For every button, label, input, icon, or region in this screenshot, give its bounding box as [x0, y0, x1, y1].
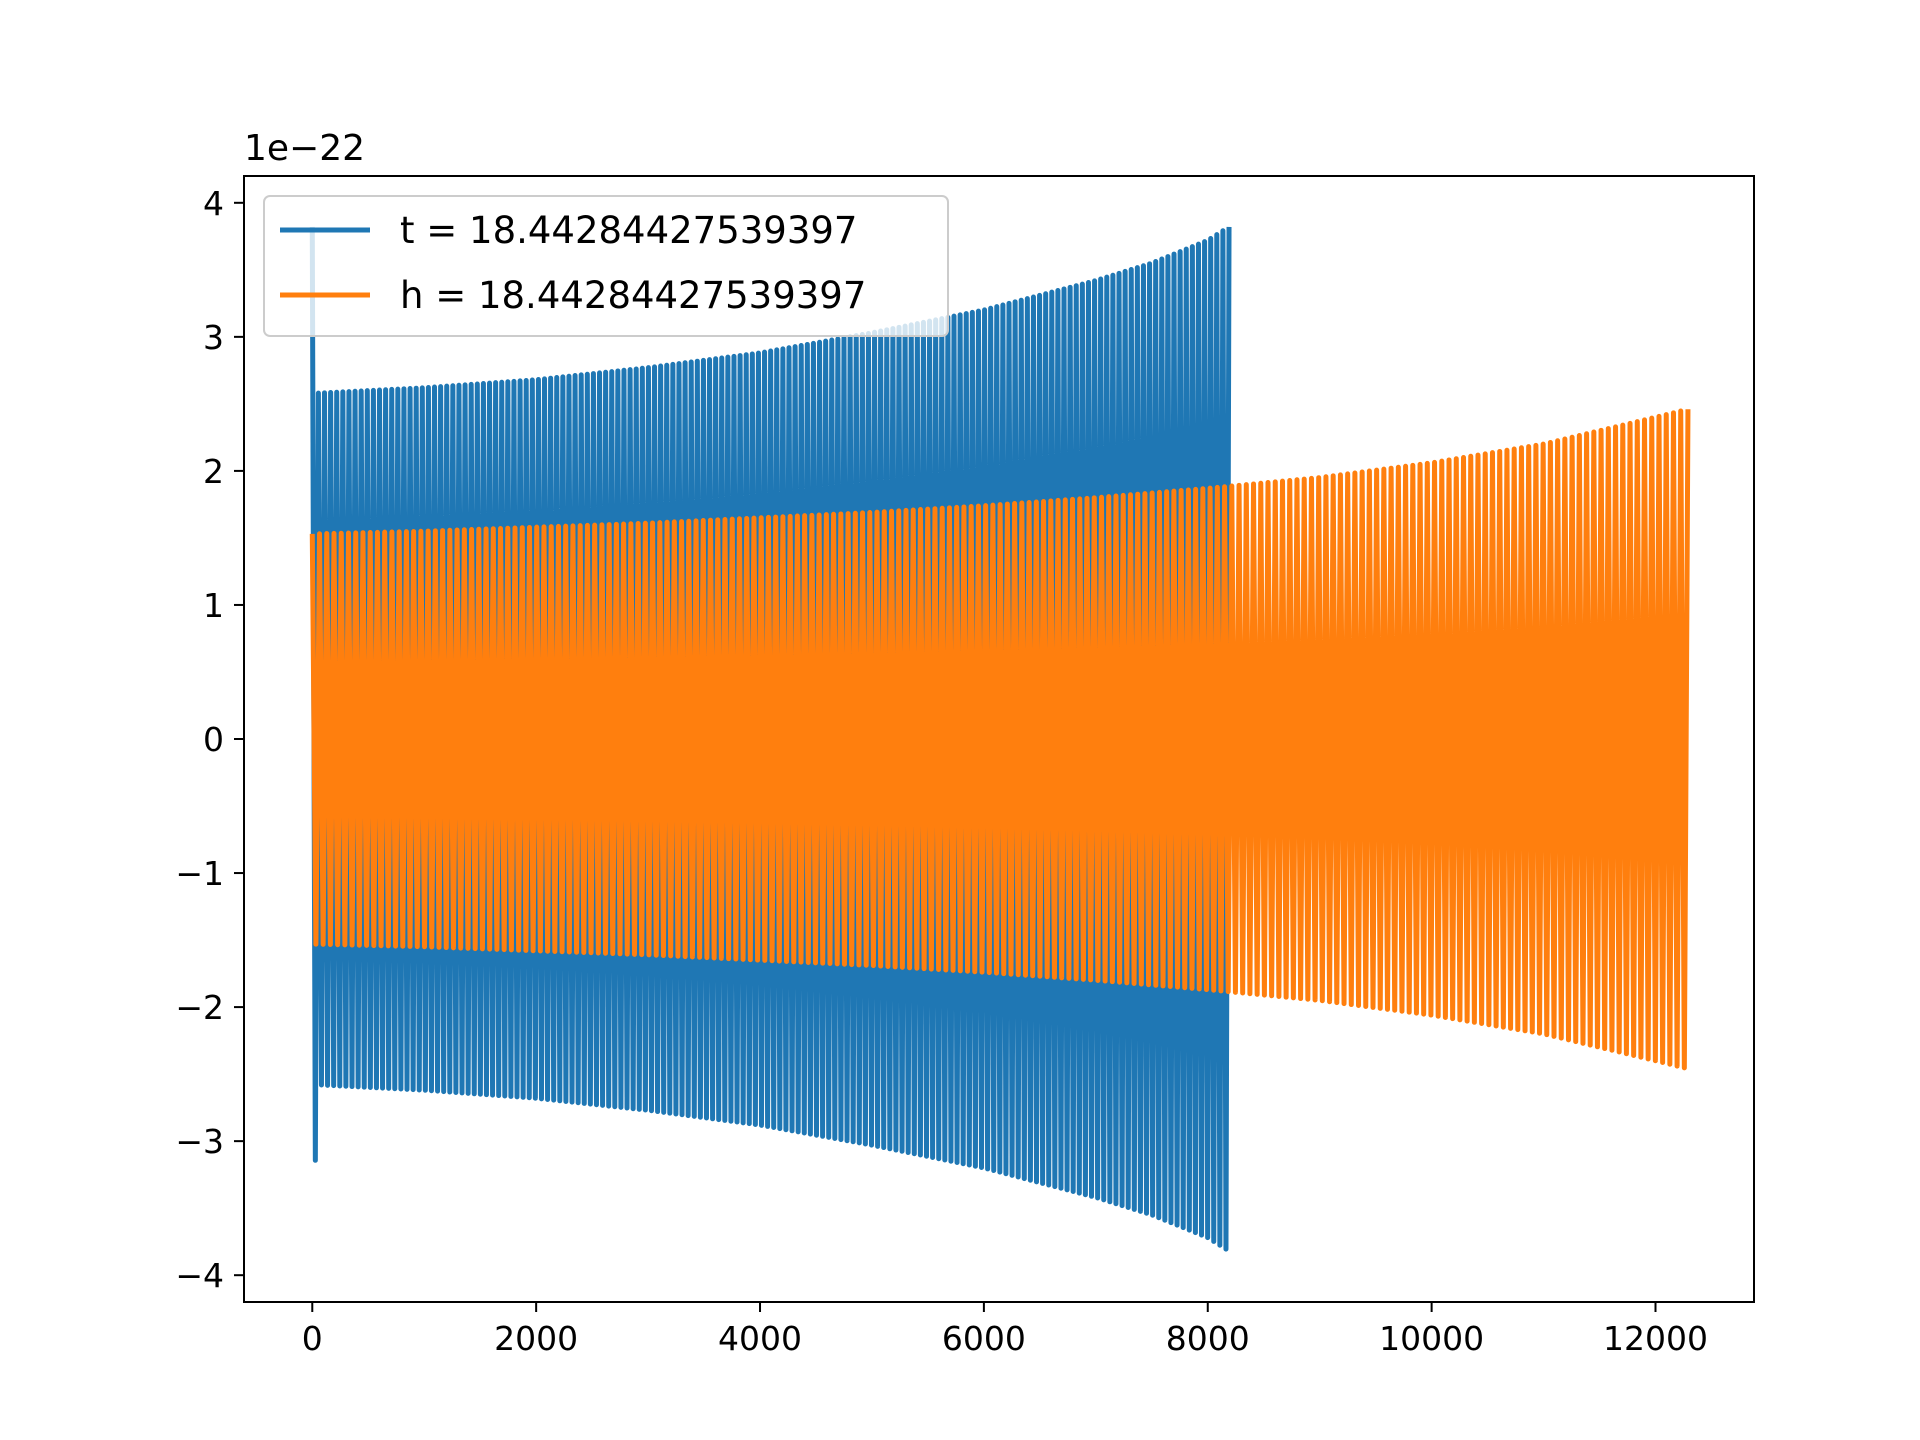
series-line-0: [309, 226, 1232, 1252]
y-tick-label: 0: [203, 720, 224, 759]
x-tick-label: 12000: [1603, 1319, 1708, 1358]
series-layer: [309, 226, 1691, 1252]
legend-label-t: t = 18.44284427539397: [400, 209, 857, 252]
y-tick-label: 1: [203, 586, 224, 625]
x-axis: 0 2000 4000 6000 8000 10000 12000: [302, 1302, 1708, 1358]
y-tick-label: 4: [203, 184, 224, 223]
legend-box: [263, 195, 949, 337]
y-tick-label: 2: [203, 452, 224, 491]
y-tick-label: −3: [175, 1122, 224, 1161]
legend: t = 18.44284427539397 h = 18.44284427539…: [263, 195, 949, 337]
y-tick-label: −4: [175, 1256, 224, 1295]
x-tick-label: 2000: [494, 1319, 578, 1358]
x-tick-label: 6000: [942, 1319, 1026, 1358]
series-line-1: [309, 408, 1691, 1071]
x-tick-label: 4000: [718, 1319, 802, 1358]
x-tick-label: 10000: [1379, 1319, 1484, 1358]
y-tick-label: −1: [175, 854, 224, 893]
y-tick-label: −2: [175, 988, 224, 1027]
y-offset-label: 1e−22: [244, 128, 365, 169]
y-axis: −4 −3 −2 −1 0 1 2 3 4: [175, 184, 244, 1295]
x-tick-label: 8000: [1166, 1319, 1250, 1358]
y-tick-label: 3: [203, 318, 224, 357]
x-tick-label: 0: [302, 1319, 323, 1358]
legend-label-h: h = 18.44284427539397: [400, 274, 866, 317]
